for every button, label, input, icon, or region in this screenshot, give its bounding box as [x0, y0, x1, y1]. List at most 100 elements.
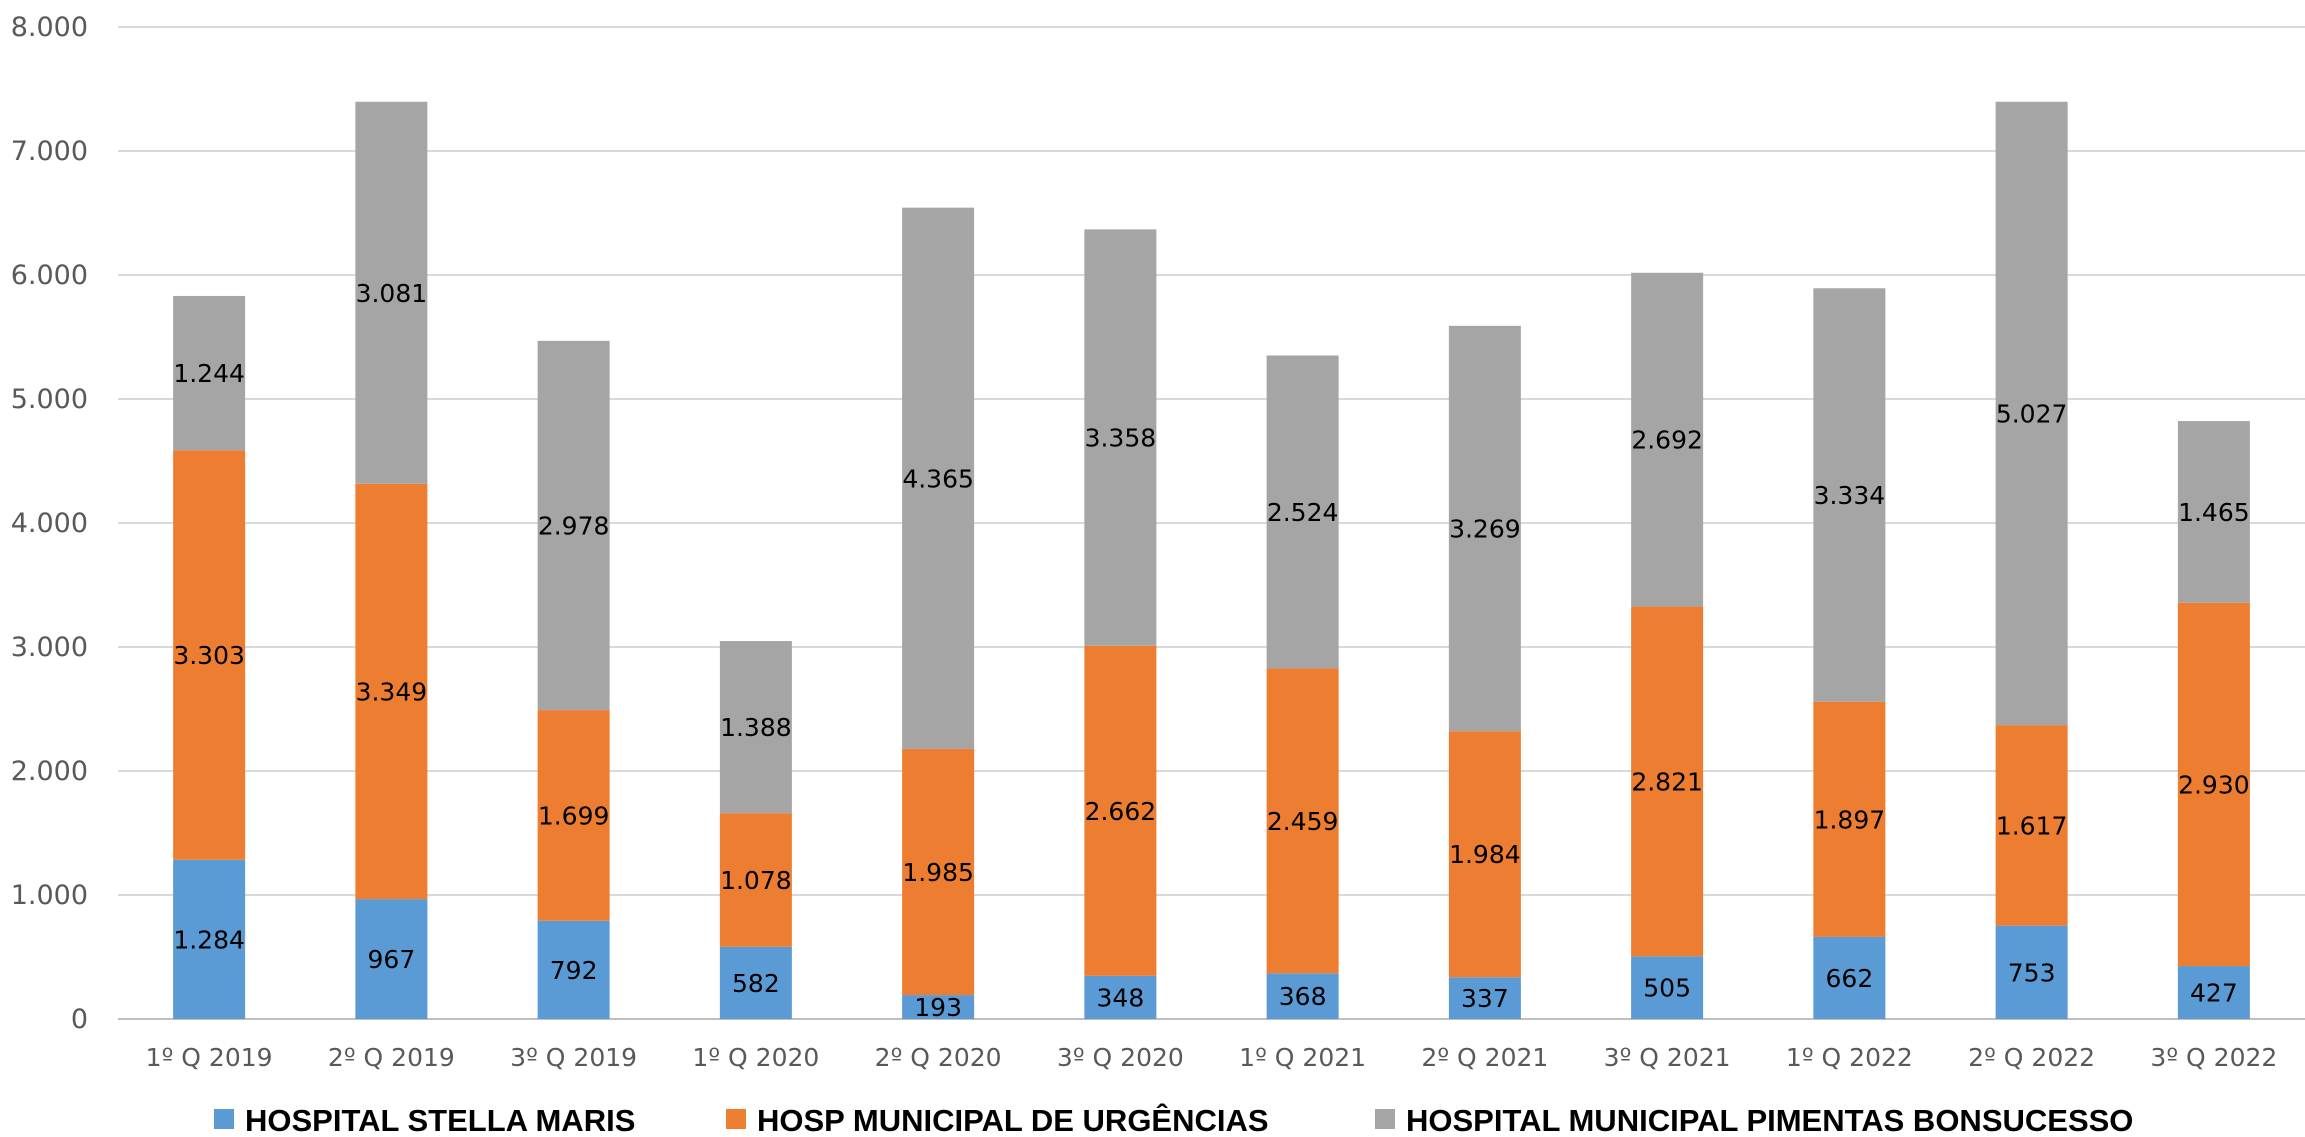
bar-segment [902, 995, 975, 1019]
bar-segment [2177, 966, 2250, 1019]
data-label: 1.078 [720, 866, 792, 895]
bar-segment [537, 340, 610, 711]
data-label: 967 [368, 945, 416, 974]
bar-segment [355, 899, 428, 1019]
x-tick-label: 1º Q 2022 [1786, 1043, 1913, 1072]
data-label: 1.284 [173, 925, 245, 954]
bar-segment [537, 710, 610, 921]
bar-segment [719, 813, 792, 947]
bar-segment [1631, 272, 1704, 607]
data-label: 2.930 [2178, 770, 2250, 799]
bar-segment [173, 859, 246, 1019]
data-label: 3.358 [1085, 424, 1157, 453]
data-label: 1.617 [1996, 811, 2068, 840]
y-tick-label: 3.000 [11, 632, 88, 663]
bar-segment [1995, 725, 2068, 926]
x-tick-label: 2º Q 2021 [1421, 1043, 1548, 1072]
y-tick-label: 8.000 [11, 12, 88, 43]
bar-segment [1266, 668, 1339, 974]
x-axis-ticks: 1º Q 2019 2º Q 2019 3º Q 2019 1º Q 2020 2º Q… [146, 1043, 2278, 1072]
data-label: 427 [2190, 979, 2238, 1008]
bar-segment [355, 483, 428, 900]
bar-segment [1448, 977, 1521, 1019]
data-label: 505 [1643, 974, 1691, 1003]
legend-label: HOSPITAL STELLA MARIS [245, 1103, 635, 1137]
bar-segment [1084, 229, 1157, 646]
x-tick-label: 3º Q 2021 [1604, 1043, 1731, 1072]
y-tick-label: 0 [71, 1004, 88, 1035]
bar-segment [902, 207, 975, 749]
legend-swatch [214, 1109, 234, 1129]
data-label: 2.524 [1267, 498, 1339, 527]
data-label: 337 [1461, 984, 1509, 1013]
bar-segment [1084, 975, 1157, 1019]
x-tick-label: 1º Q 2021 [1239, 1043, 1366, 1072]
data-label: 3.334 [1814, 481, 1886, 510]
bar-segment [355, 101, 428, 484]
data-label: 662 [1826, 964, 1874, 993]
bar-segment [1084, 645, 1157, 976]
legend-label: HOSP MUNICIPAL DE URGÊNCIAS [757, 1102, 1269, 1137]
bar-segment [1448, 325, 1521, 732]
y-tick-label: 6.000 [11, 260, 88, 291]
y-tick-label: 7.000 [11, 136, 88, 167]
data-label: 3.081 [356, 279, 428, 308]
data-label: 3.269 [1449, 515, 1521, 544]
x-tick-label: 1º Q 2020 [692, 1043, 819, 1072]
bar-segment [1631, 606, 1704, 957]
data-label: 1.388 [720, 713, 792, 742]
legend-swatch [1375, 1109, 1395, 1129]
bar-segment [1266, 355, 1339, 669]
data-label: 3.349 [356, 677, 428, 706]
data-label: 2.821 [1631, 767, 1703, 796]
bar-segment [1813, 936, 1886, 1019]
legend: HOSPITAL STELLA MARIS HOSP MUNICIPAL DE U… [214, 1102, 2133, 1137]
bar-segment [902, 748, 975, 996]
bar-segment [1995, 101, 2068, 726]
data-label: 1.699 [538, 801, 610, 830]
data-label: 2.692 [1631, 426, 1703, 455]
bar-segment [719, 946, 792, 1019]
bar-segment [2177, 421, 2250, 603]
data-label: 3.303 [173, 641, 245, 670]
x-tick-label: 3º Q 2022 [2150, 1043, 2277, 1072]
data-label: 1.465 [2178, 498, 2250, 527]
data-label: 5.027 [1996, 399, 2068, 428]
data-label: 753 [2008, 958, 2056, 987]
x-tick-label: 1º Q 2019 [146, 1043, 273, 1072]
bar-segment [719, 641, 792, 814]
legend-swatch [726, 1109, 746, 1129]
data-label: 348 [1097, 983, 1145, 1012]
data-label: 193 [914, 993, 962, 1022]
bar-segment [1266, 973, 1339, 1019]
data-label: 1.984 [1449, 840, 1521, 869]
y-tick-label: 1.000 [11, 880, 88, 911]
data-label: 368 [1279, 982, 1327, 1011]
bar-segment [1813, 288, 1886, 702]
data-label: 2.459 [1267, 807, 1339, 836]
data-label: 792 [550, 956, 598, 985]
x-tick-label: 3º Q 2019 [510, 1043, 637, 1072]
x-tick-label: 3º Q 2020 [1057, 1043, 1184, 1072]
y-tick-label: 2.000 [11, 756, 88, 787]
x-tick-label: 2º Q 2019 [328, 1043, 455, 1072]
bar-segment [537, 920, 610, 1019]
bar-segment [1813, 701, 1886, 937]
data-label: 1.985 [902, 858, 974, 887]
bar-segment [1631, 956, 1704, 1019]
bar-segment [173, 295, 246, 451]
bars [173, 101, 2250, 1019]
bar-segment [2177, 602, 2250, 967]
legend-label: HOSPITAL MUNICIPAL PIMENTAS BONSUCESSO [1406, 1103, 2133, 1137]
data-label: 2.978 [538, 511, 610, 540]
bar-segment [173, 450, 246, 860]
data-label: 582 [732, 969, 780, 998]
y-tick-label: 4.000 [11, 508, 88, 539]
data-label: 1.244 [173, 359, 245, 388]
data-label: 4.365 [902, 464, 974, 493]
bar-segment [1448, 731, 1521, 978]
data-label: 1.897 [1814, 805, 1886, 834]
data-labels: 1.284 3.303 1.244 967 3.349 3.081 792 1.699 2.97… [173, 279, 2249, 1022]
x-tick-label: 2º Q 2020 [875, 1043, 1002, 1072]
